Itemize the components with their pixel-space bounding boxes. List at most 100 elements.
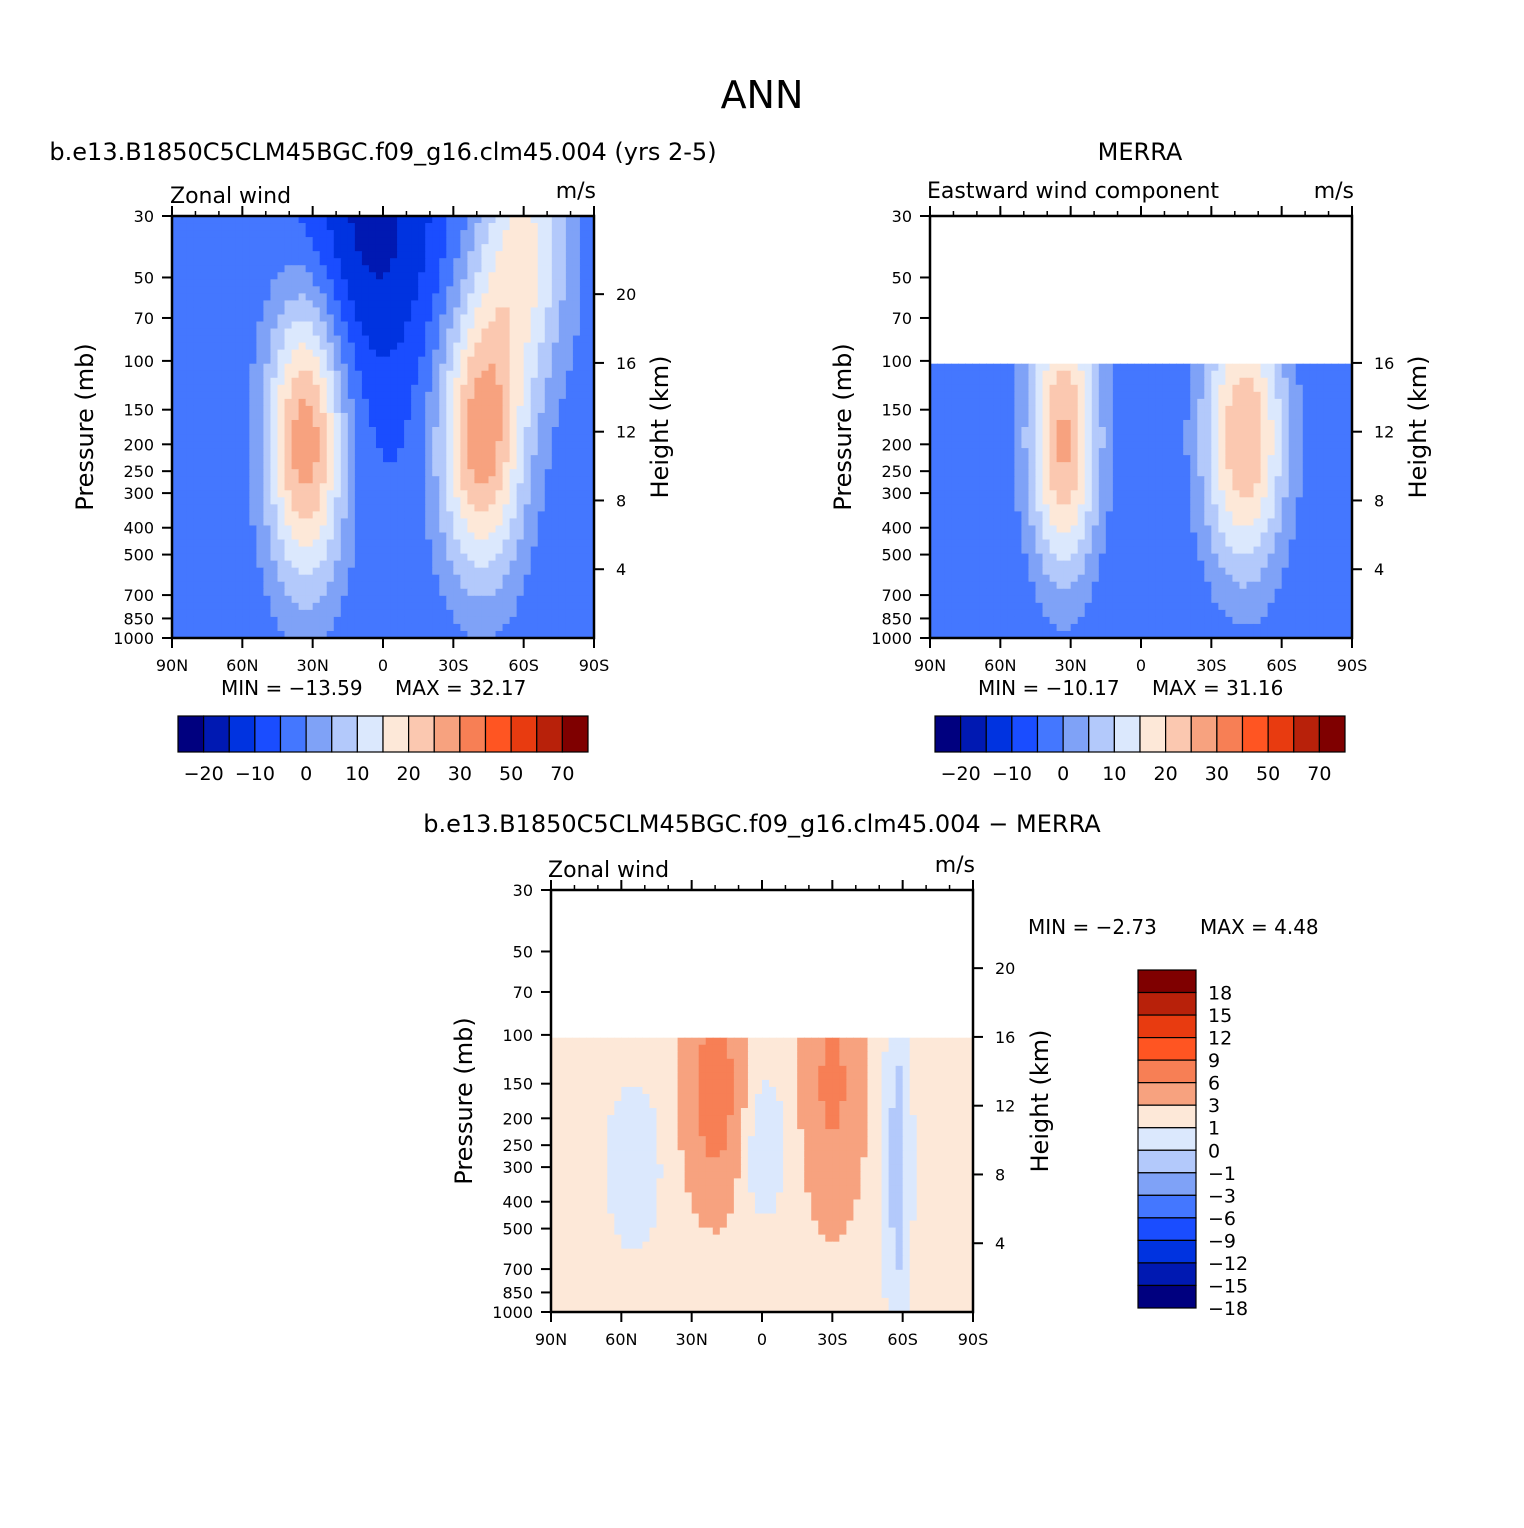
contour-cell — [467, 547, 475, 555]
contour-cell — [552, 469, 560, 477]
contour-cell — [242, 462, 250, 470]
contour-cell — [1247, 392, 1255, 400]
contour-cell — [1120, 455, 1128, 463]
contour-cell — [1078, 378, 1086, 386]
contour-cell — [1254, 420, 1262, 428]
contour-cell — [944, 441, 952, 449]
contour-cell — [327, 568, 335, 576]
contour-cell — [489, 230, 497, 238]
contour-cell — [228, 392, 236, 400]
contour-cell — [200, 371, 208, 379]
contour-cell — [193, 610, 201, 618]
contour-cell — [376, 314, 384, 322]
contour-cell — [404, 329, 412, 337]
contour-cell — [383, 237, 391, 245]
contour-cell — [193, 518, 201, 526]
contour-cell — [481, 307, 489, 315]
contour-cell — [404, 624, 412, 632]
contour-cell — [937, 504, 945, 512]
contour-cell — [404, 603, 412, 611]
contour-cell — [531, 448, 539, 456]
contour-cell — [200, 272, 208, 280]
contour-cell — [285, 392, 293, 400]
contour-cell — [341, 357, 349, 365]
contour-cell — [439, 279, 447, 287]
contour-cell — [524, 624, 532, 632]
contour-cell — [390, 518, 398, 526]
contour-cell — [467, 561, 475, 569]
contour-cell — [1338, 434, 1346, 442]
contour-cell — [1057, 469, 1065, 477]
contour-cell — [207, 272, 215, 280]
contour-cell — [214, 307, 222, 315]
contour-cell — [1064, 462, 1072, 470]
contour-cell — [944, 392, 952, 400]
contour-cell — [1141, 413, 1149, 421]
contour-cell — [517, 518, 525, 526]
contour-cell — [538, 483, 546, 491]
contour-cell — [1148, 364, 1156, 372]
contour-cell — [1218, 504, 1226, 512]
contour-cell — [278, 462, 286, 470]
contour-cell — [1043, 448, 1051, 456]
contour-cell — [460, 329, 468, 337]
panel-subtitle-right: m/s — [1314, 179, 1354, 204]
contour-cell — [580, 490, 588, 498]
contour-cell — [418, 533, 426, 541]
contour-cell — [573, 448, 581, 456]
contour-cell — [460, 518, 468, 526]
contour-cell — [1331, 427, 1339, 435]
contour-cell — [179, 476, 187, 484]
contour-cell — [432, 343, 440, 351]
contour-cell — [411, 244, 419, 252]
contour-cell — [481, 371, 489, 379]
contour-cell — [531, 617, 539, 625]
contour-cell — [552, 286, 560, 294]
contour-cell — [425, 237, 433, 245]
contour-cell — [517, 589, 525, 597]
contour-cell — [313, 251, 321, 259]
contour-cell — [439, 223, 447, 231]
contour-cell — [432, 596, 440, 604]
contour-cell — [242, 237, 250, 245]
contour-cell — [446, 617, 454, 625]
contour-cell — [179, 462, 187, 470]
contour-cell — [1338, 455, 1346, 463]
contour-cell — [341, 293, 349, 301]
contour-cell — [186, 329, 194, 337]
contour-cell — [573, 293, 581, 301]
contour-cell — [1197, 434, 1205, 442]
contour-cell — [270, 286, 278, 294]
contour-cell — [242, 596, 250, 604]
contour-cell — [439, 476, 447, 484]
contour-cell — [1078, 413, 1086, 421]
contour-cell — [517, 554, 525, 562]
contour-cell — [355, 272, 363, 280]
contour-cell — [263, 540, 271, 548]
contour-cell — [397, 364, 405, 372]
contour-cell — [489, 596, 497, 604]
contour-cell — [1183, 427, 1191, 435]
contour-cell — [1057, 434, 1065, 442]
contour-cell — [425, 575, 433, 583]
contour-cell — [179, 392, 187, 400]
contour-cell — [446, 455, 454, 463]
contour-cell — [1141, 455, 1149, 463]
contour-cell — [200, 582, 208, 590]
contour-cell — [1036, 406, 1044, 414]
contour-cell — [467, 378, 475, 386]
contour-cell — [397, 350, 405, 358]
y-tick-label: 300 — [123, 484, 154, 503]
contour-cell — [355, 378, 363, 386]
contour-cell — [306, 336, 314, 344]
contour-cell — [538, 357, 546, 365]
contour-cell — [580, 413, 588, 421]
contour-cell — [299, 286, 307, 294]
contour-cell — [1028, 434, 1036, 442]
contour-cell — [292, 547, 300, 555]
contour-cell — [1127, 413, 1135, 421]
contour-cell — [524, 525, 532, 533]
contour-cell — [1028, 469, 1036, 477]
contour-cell — [1204, 420, 1212, 428]
contour-cell — [517, 568, 525, 576]
